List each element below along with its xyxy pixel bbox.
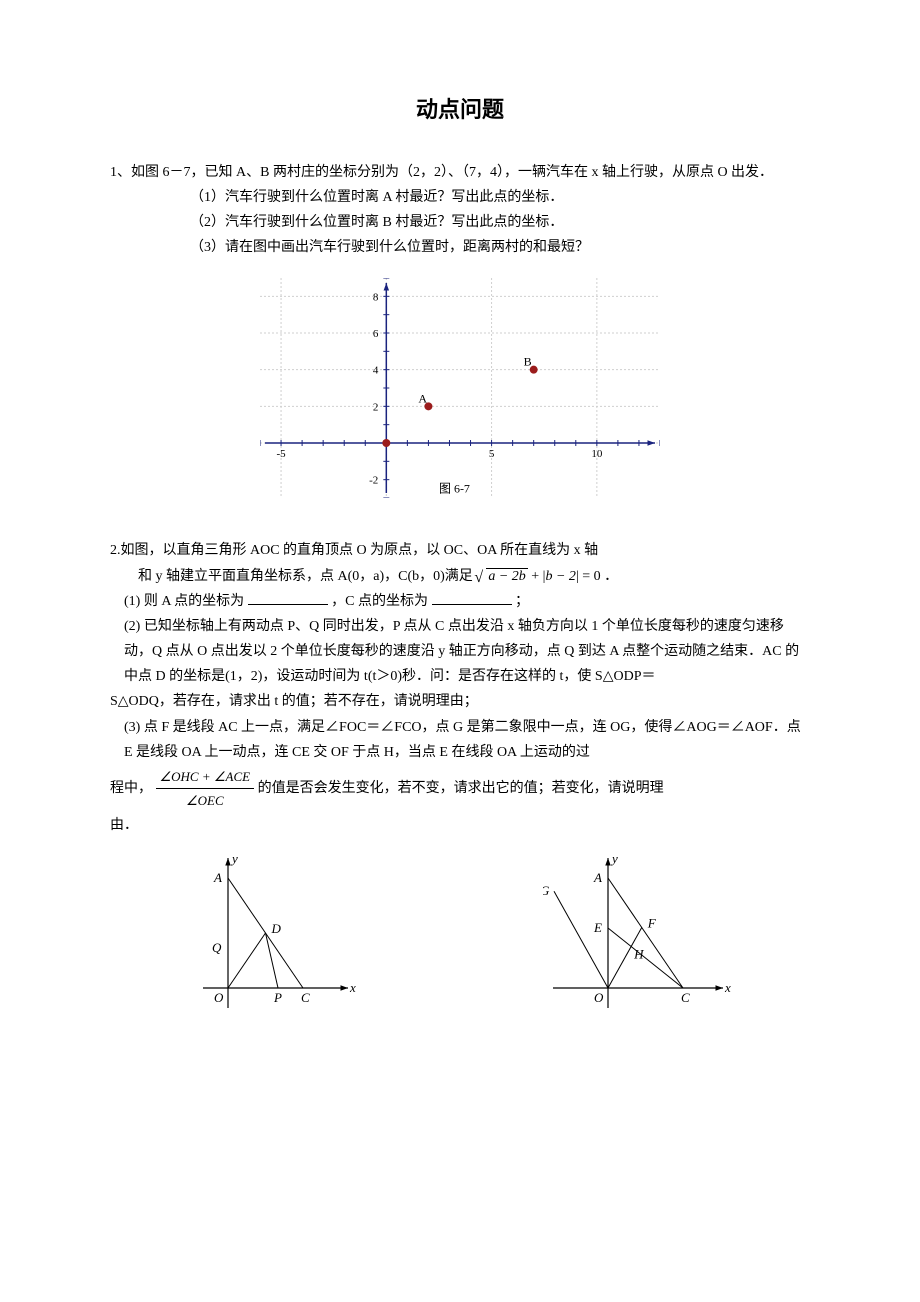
svg-text:P: P [273,990,282,1005]
svg-text:F: F [646,916,656,931]
svg-text:O: O [214,990,224,1005]
svg-text:4: 4 [373,365,379,377]
eq-abs: b − 2 [545,569,575,584]
q2-stem-line1: 2.如图，以直角三角形 AOC 的直角顶点 O 为原点，以 OC、OA 所在直线… [110,538,810,563]
q1-sub3: （3）请在图中画出汽车行驶到什么位置时，距离两村的和最短？ [110,235,810,260]
svg-text:C: C [681,990,690,1005]
svg-text:A: A [593,870,602,885]
q2-sub3b-prefix: 程中， [110,781,152,796]
q2-sub1-suffix: ； [515,594,529,609]
q1-stem: 1、如图 6－7，已知 A、B 两村庄的坐标分别为（2，2）、（7，4），一辆汽… [110,160,810,185]
q2-equation: a − 2b + |b − 2| = 0 [476,569,604,584]
blank-c [432,590,512,605]
svg-text:x: x [724,980,731,995]
svg-text:B: B [524,355,532,369]
svg-text:8: 8 [373,292,379,304]
svg-text:y: y [230,851,238,866]
svg-text:D: D [270,921,281,936]
svg-text:10: 10 [591,448,603,460]
svg-text:2: 2 [373,402,379,414]
q2-figures: y x A D Q O P C y x A G E F H O C [110,848,810,1018]
svg-text:A: A [418,392,427,406]
q2-sub1: (1) 则 A 点的坐标为 ，C 点的坐标为 ； [110,589,810,614]
svg-text:C: C [301,990,310,1005]
svg-text:G: G [543,883,550,898]
frac-den: ∠OEC [156,789,255,812]
q1-sub2: （2）汽车行驶到什么位置时离 B 村最近？写出此点的坐标． [110,210,810,235]
fraction: ∠OHC + ∠ACE ∠OEC [156,765,255,813]
svg-text:Q: Q [212,940,222,955]
q2-sub3c: 由． [110,813,810,838]
q2-sub3b: 程中， ∠OHC + ∠ACE ∠OEC 的值是否会发生变化，若不变，请求出它的… [110,765,810,813]
svg-text:E: E [593,920,602,935]
diagram-left: y x A D Q O P C [188,848,358,1018]
diagram-right: y x A G E F H O C [543,848,733,1018]
q2-sub3a: (3) 点 F 是线段 AC 上一点，满足∠FOC＝∠FCO，点 G 是第二象限… [110,715,810,765]
eq-radicand: a − 2b [486,568,527,584]
q2-sub2b: S△ODQ，若存在，请求出 t 的值；若不存在，请说明理由； [110,689,810,714]
q1-sub1: （1）汽车行驶到什么位置时离 A 村最近？写出此点的坐标． [110,185,810,210]
q2-sub2: (2) 已知坐标轴上有两动点 P、Q 同时出发，P 点从 C 点出发沿 x 轴负… [110,614,810,690]
svg-text:A: A [213,870,222,885]
coordinate-chart: -5 5 10 -2 2 4 6 8 A B 图 6-7 [260,278,660,498]
q2-sub1-prefix: (1) 则 A 点的坐标为 [124,594,244,609]
svg-text:5: 5 [489,448,495,460]
svg-text:x: x [349,980,356,995]
svg-text:图 6-7: 图 6-7 [439,482,470,496]
q2-sub3b-suffix: 的值是否会发生变化，若不变，请求出它的值；若变化，请说明理 [258,781,664,796]
q2-sub1-mid: ，C 点的坐标为 [331,594,428,609]
q2-stem-suffix: ． [604,569,618,584]
svg-text:O: O [594,990,604,1005]
svg-text:y: y [610,851,618,866]
page-title: 动点问题 [110,90,810,130]
frac-num: ∠OHC + ∠ACE [156,765,255,789]
svg-text:-2: -2 [369,475,378,487]
blank-a [248,590,328,605]
q2-stem-prefix: 和 y 轴建立平面直角坐标系，点 A(0，a)，C(b，0)满足 [138,569,473,584]
svg-text:H: H [633,947,644,962]
svg-text:-5: -5 [276,448,286,460]
q2-stem-line2: 和 y 轴建立平面直角坐标系，点 A(0，a)，C(b，0)满足 a − 2b … [110,564,810,589]
q1-figure: -5 5 10 -2 2 4 6 8 A B 图 6-7 [110,278,810,498]
svg-text:6: 6 [373,328,379,340]
